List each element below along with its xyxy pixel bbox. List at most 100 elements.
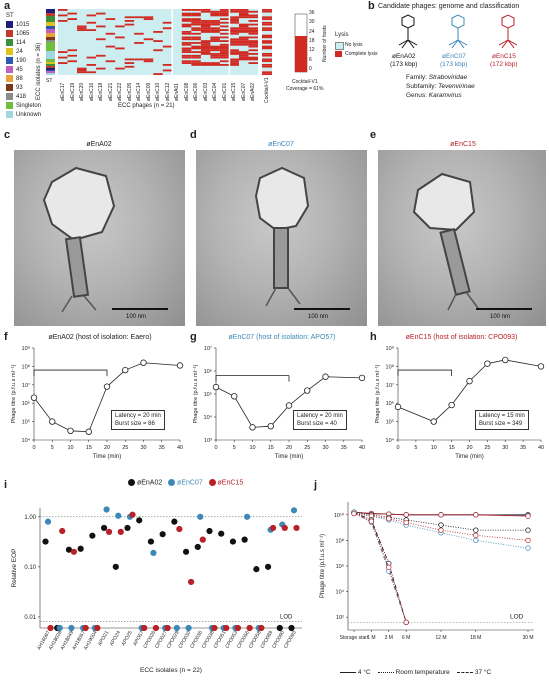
eop-point [253,566,260,573]
lysis-cell [229,43,239,46]
st-strip-cell [46,64,55,67]
lysis-cell [67,54,78,57]
lysis-cell [124,20,135,22]
lysis-cell [181,20,192,22]
phage-label: øEnC08 [183,82,190,101]
phage-label: øEnC19 [69,82,76,101]
y-tick-label: 10⁹ [386,345,394,352]
scale-label-c: 100 nm [126,314,147,320]
lod-label: LOD [510,613,524,620]
lysis-cell [134,58,144,61]
phage-icon-eA02 [398,14,418,49]
st-strip-cell [46,38,55,41]
cocktail-cell [262,69,272,72]
growth-line [215,376,363,428]
lysis-cell [248,62,258,64]
lysis-cell [210,64,220,66]
panel-label-j: j [314,479,318,491]
st-legend-item: 418 [6,93,26,100]
growth-point [285,402,293,409]
point-rt [525,545,531,551]
phage-size-eC15: (172 kbp) [490,61,518,68]
st-strip-cell [46,49,55,52]
subfamily-value: Tevenvirinae [438,83,475,90]
lysis-cell [210,62,220,64]
lysis-cell [191,47,201,50]
lysis-cell [248,53,258,55]
lysis-cell [200,23,211,26]
lysis-cell [67,12,78,15]
cocktail-cell [262,56,272,59]
lysis-cell [181,49,192,52]
genus-value: Karamvirus [428,92,462,99]
eop-point [103,506,110,513]
lysis-cell [200,53,211,55]
x-tick-label: 3 M [385,635,393,641]
x-axis-label: Time (min) [455,454,483,460]
lysis-cell [238,51,249,53]
lysis-cell [229,9,239,11]
st-legend-item: 190 [6,57,26,64]
phage-axis-title: ECC phages (n = 21) [118,103,175,109]
lysis-cell [181,32,192,35]
point-37c [403,619,409,625]
cocktail-cell [262,21,272,24]
x-tick-label: 0 [32,445,35,451]
y-tick-label: 10⁴ [22,437,31,444]
lysis-cell [96,38,106,41]
st-strip-cell [46,9,55,12]
lysis-cell [86,21,97,24]
lysis-cell [77,25,87,28]
x-tick-label: 15 [449,445,455,451]
lysis-cell [219,49,230,52]
st-legend-label: Unknown [16,112,42,119]
panel-label-e: e [370,129,377,141]
y-tick-label: 10⁶ [386,400,394,407]
y-tick-label: 10¹⁰ [334,512,345,519]
st-strip-cell [46,69,55,72]
lysis-cell [191,64,201,66]
line-37c [353,511,407,623]
growth-point [249,424,256,431]
count-tick-label: 6 [309,56,312,63]
lysis-cell [143,58,154,61]
eop-point [197,513,204,520]
lysis-cell [229,20,239,22]
lysis-cell [238,31,249,33]
y-tick-label: 0.01 [24,615,36,621]
latency-h: Latency = 15 min [479,413,525,419]
st-strip-cell [46,62,55,65]
lysis-cell [181,43,192,46]
genus-line: Genus: Karamvirus [406,92,462,99]
eop-point [68,624,75,632]
count-tick-label: 18 [309,37,315,44]
legend-4c-line [340,671,356,673]
lysis-cell [77,71,87,74]
st-legend-label: 1065 [16,31,30,38]
st-swatch [6,102,13,109]
count-tick-label: 24 [309,28,315,35]
lysis-cell [210,47,220,50]
cocktail-cell [262,16,272,19]
lysis-cell [191,18,201,20]
eop-point [136,517,143,524]
lysis-cell [105,32,116,35]
lysis-cell [229,27,239,30]
lysis-cell [238,25,249,28]
lysis-cell [210,45,220,48]
eop-point [173,624,180,632]
growth-point [322,373,329,380]
lysis-cell [191,42,201,44]
lysis-cell [96,25,106,28]
tem-image-e: 100 nm [378,150,546,326]
cocktail-cell [262,38,272,41]
tem-title-c: øEnA02 [86,141,112,148]
growth-chart-g: 10³ 10⁴ 10⁵ 10⁶ 10⁷ 0 5 10 15 20 25 30 35 40 Time (min… [193,345,366,460]
x-tick-label: 25 [122,445,128,451]
eop-point [244,513,251,520]
point-rt [403,519,409,526]
phage-name-eA02: øEnA02 [392,53,416,60]
phage-label: øEnC01 [221,82,228,101]
lysis-cell [248,32,258,35]
lysis-cell [58,51,68,53]
